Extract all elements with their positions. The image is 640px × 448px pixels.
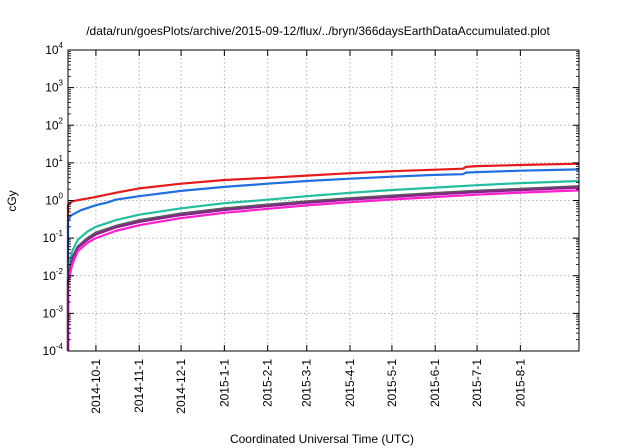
x-tick-label: 2015-6-1 xyxy=(428,359,442,407)
ticks xyxy=(68,49,579,352)
series-line-1 xyxy=(66,162,580,351)
y-tick-label: 101 xyxy=(45,154,63,170)
y-tick-label: 100 xyxy=(45,192,63,208)
series-line-6 xyxy=(66,189,580,351)
chart-title: /data/run/goesPlots/archive/2015-09-12/f… xyxy=(86,24,550,38)
y-tick-label: 10-4 xyxy=(43,342,64,358)
series-line-5 xyxy=(66,186,580,351)
x-tick-label: 2014-12-1 xyxy=(174,359,188,414)
x-tick-label: 2015-2-1 xyxy=(261,359,275,407)
x-tick-label: 2015-4-1 xyxy=(343,359,357,407)
x-tick-labels: 2014-10-1 2014-11-1 2014-12-1 2015-1-1 2015-… xyxy=(89,359,527,414)
y-tick-labels: 10-4 10-3 10-2 10-1 100 101 102 103 104 xyxy=(43,41,64,358)
x-tick-label: 2015-1-1 xyxy=(217,359,231,407)
series-layer xyxy=(66,162,580,351)
x-axis-label: Coordinated Universal Time (UTC) xyxy=(230,432,414,446)
x-tick-label: 2014-11-1 xyxy=(132,359,146,413)
y-tick-label: 103 xyxy=(45,79,63,95)
series-line-2 xyxy=(66,168,580,351)
x-tick-label: 2014-10-1 xyxy=(89,359,103,414)
x-tick-label: 2015-8-1 xyxy=(513,359,527,407)
y-tick-label: 104 xyxy=(45,41,63,57)
y-tick-label: 10-2 xyxy=(43,267,64,283)
grid xyxy=(68,50,579,351)
series-line-3 xyxy=(66,179,580,351)
y-tick-label: 10-1 xyxy=(43,229,64,245)
x-tick-label: 2015-7-1 xyxy=(470,359,484,407)
x-tick-label: 2015-5-1 xyxy=(385,359,399,407)
y-tick-label: 10-3 xyxy=(43,304,64,320)
y-tick-label: 102 xyxy=(45,116,63,132)
x-tick-label: 2015-3-1 xyxy=(300,359,314,407)
y-axis-label: cGy xyxy=(5,190,19,211)
